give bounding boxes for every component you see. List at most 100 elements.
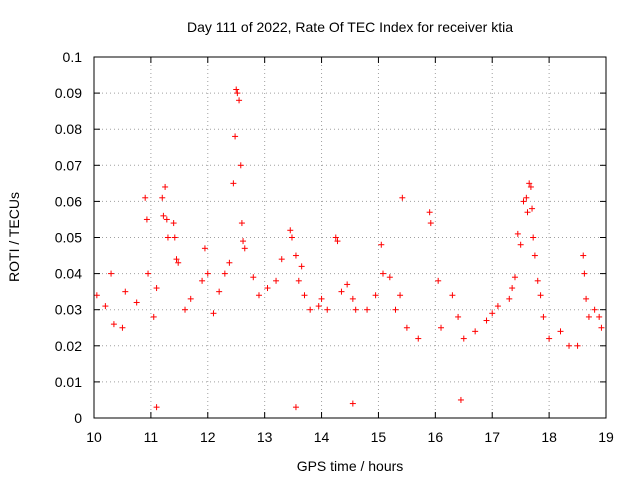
data-point bbox=[170, 220, 177, 227]
y-tick-label: 0.07 bbox=[55, 157, 82, 173]
data-point bbox=[489, 310, 496, 317]
x-tick-label: 12 bbox=[200, 429, 216, 445]
data-point bbox=[378, 241, 385, 248]
y-tick-label: 0.02 bbox=[55, 338, 82, 354]
data-point bbox=[557, 328, 564, 335]
data-point bbox=[537, 292, 544, 299]
x-axis-label: GPS time / hours bbox=[297, 458, 404, 474]
data-point bbox=[145, 270, 152, 277]
data-point bbox=[524, 209, 531, 216]
data-point bbox=[237, 162, 244, 169]
x-tick-label: 17 bbox=[484, 429, 500, 445]
data-point bbox=[472, 328, 479, 335]
data-point bbox=[143, 216, 150, 223]
data-point bbox=[449, 292, 456, 299]
x-tick-label: 19 bbox=[598, 429, 614, 445]
data-point bbox=[119, 324, 126, 331]
data-point bbox=[585, 313, 592, 320]
data-point bbox=[301, 292, 308, 299]
data-point bbox=[187, 295, 194, 302]
grid-lines bbox=[94, 57, 606, 418]
data-point bbox=[338, 288, 345, 295]
data-point bbox=[352, 306, 359, 313]
x-tick-label: 10 bbox=[86, 429, 102, 445]
data-point bbox=[438, 324, 445, 331]
data-point bbox=[315, 303, 322, 310]
data-point bbox=[292, 252, 299, 259]
x-tick-label: 15 bbox=[371, 429, 387, 445]
data-point bbox=[455, 313, 462, 320]
data-point bbox=[399, 194, 406, 201]
data-point bbox=[210, 310, 217, 317]
y-tick-label: 0.03 bbox=[55, 302, 82, 318]
data-point bbox=[379, 270, 386, 277]
data-point bbox=[332, 234, 339, 241]
data-point bbox=[150, 313, 157, 320]
data-point bbox=[457, 396, 464, 403]
y-axis-label: ROTI / TECUs bbox=[6, 192, 22, 282]
data-point bbox=[566, 342, 573, 349]
data-point bbox=[93, 292, 100, 299]
data-point bbox=[175, 259, 182, 266]
data-point bbox=[255, 292, 262, 299]
data-point bbox=[534, 277, 541, 284]
data-point bbox=[288, 234, 295, 241]
x-tick-label: 13 bbox=[257, 429, 273, 445]
y-tick-label: 0.05 bbox=[55, 230, 82, 246]
data-point bbox=[133, 299, 140, 306]
data-point bbox=[386, 274, 393, 281]
y-tick-label: 0.01 bbox=[55, 374, 82, 390]
data-point bbox=[540, 313, 547, 320]
data-point bbox=[287, 227, 294, 234]
y-tick-label: 0.06 bbox=[55, 193, 82, 209]
data-point bbox=[122, 288, 129, 295]
data-point bbox=[160, 212, 167, 219]
data-point bbox=[110, 321, 117, 328]
data-point bbox=[583, 295, 590, 302]
data-point bbox=[517, 241, 524, 248]
data-point bbox=[598, 324, 605, 331]
data-point bbox=[530, 234, 537, 241]
data-point bbox=[233, 86, 240, 93]
data-point bbox=[529, 205, 536, 212]
x-tick-labels: 10 11 12 13 14 15 16 17 18 19 bbox=[86, 429, 614, 445]
y-tick-labels: 0 0.01 0.02 0.03 0.04 0.05 0.06 0.07 0.08 0.09 0.1 bbox=[55, 49, 82, 426]
data-point bbox=[526, 180, 533, 187]
data-point bbox=[163, 216, 170, 223]
data-point bbox=[520, 198, 527, 205]
data-point bbox=[102, 303, 109, 310]
data-point bbox=[295, 277, 302, 284]
data-point bbox=[318, 295, 325, 302]
data-point bbox=[574, 342, 581, 349]
data-point bbox=[238, 220, 245, 227]
data-point bbox=[349, 295, 356, 302]
data-point bbox=[226, 259, 233, 266]
data-point bbox=[523, 194, 530, 201]
y-tick-label: 0.08 bbox=[55, 121, 82, 137]
chart-title: Day 111 of 2022, Rate Of TEC Index for r… bbox=[187, 19, 513, 35]
data-point bbox=[241, 245, 248, 252]
data-point bbox=[307, 306, 314, 313]
x-tick-label: 18 bbox=[541, 429, 557, 445]
data-point bbox=[546, 335, 553, 342]
data-point bbox=[204, 270, 211, 277]
data-point bbox=[506, 295, 513, 302]
data-point bbox=[427, 220, 434, 227]
data-point bbox=[596, 313, 603, 320]
data-point bbox=[483, 317, 490, 324]
data-point bbox=[230, 180, 237, 187]
y-tick-label: 0.1 bbox=[63, 49, 83, 65]
data-point bbox=[349, 400, 356, 407]
data-point bbox=[392, 306, 399, 313]
data-point bbox=[292, 404, 299, 411]
data-point bbox=[324, 306, 331, 313]
data-point bbox=[514, 230, 521, 237]
x-tick-label: 16 bbox=[428, 429, 444, 445]
data-point bbox=[591, 306, 598, 313]
data-point bbox=[234, 90, 241, 97]
data-point bbox=[460, 335, 467, 342]
data-point bbox=[415, 335, 422, 342]
